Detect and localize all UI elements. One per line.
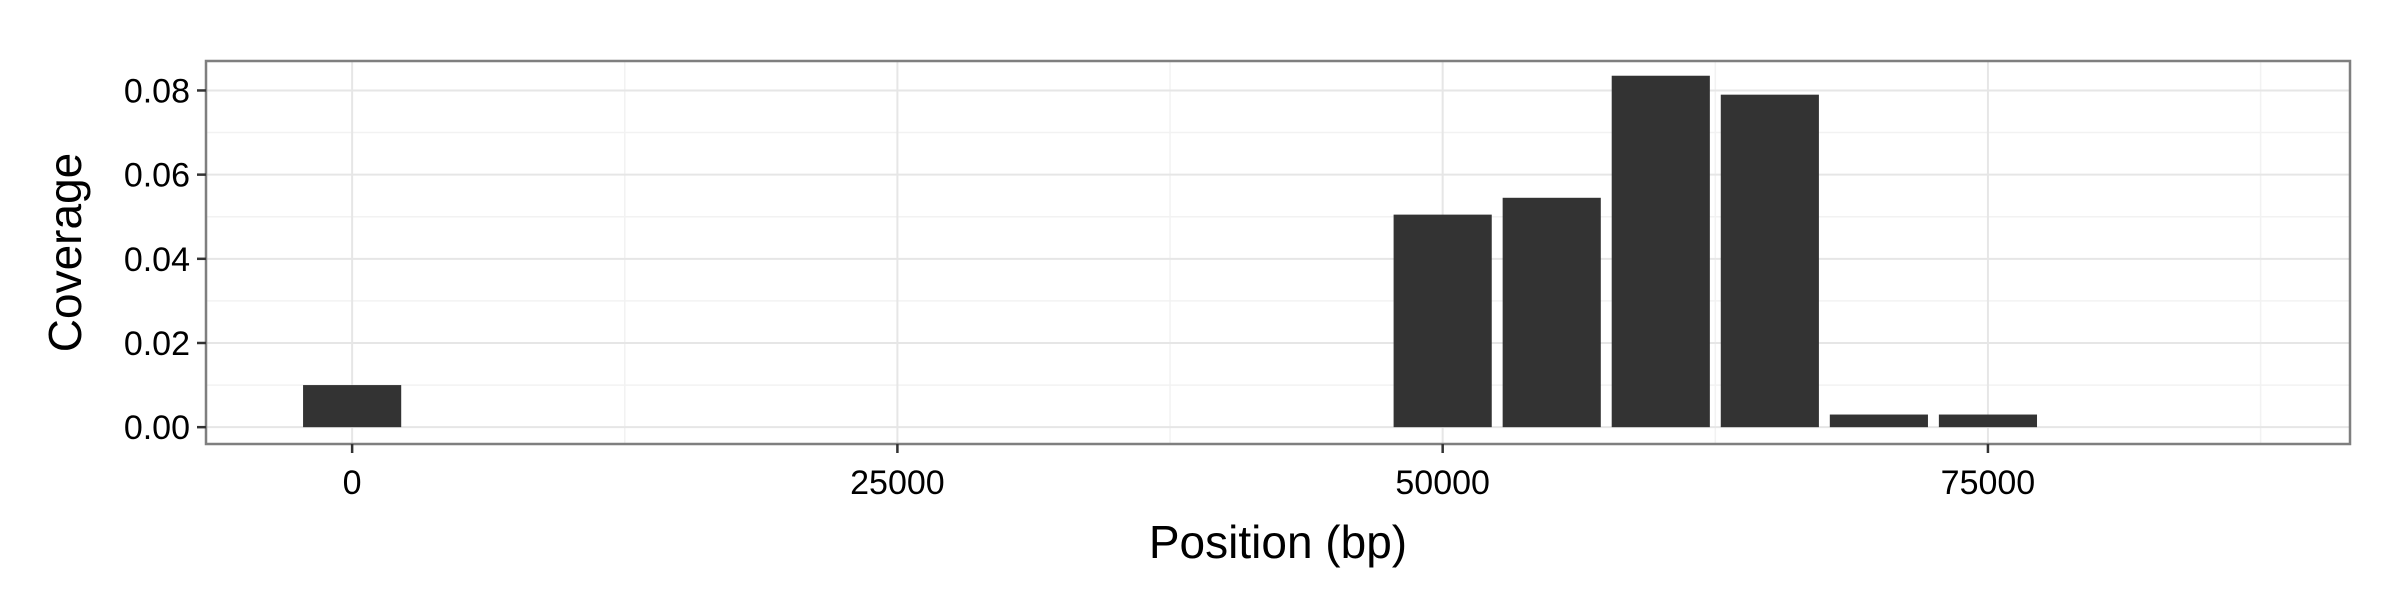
y-tick-label: 0.04 — [124, 241, 190, 279]
y-tick-label: 0.08 — [124, 72, 190, 110]
x-tick-label: 0 — [343, 464, 362, 502]
x-tick-label: 75000 — [1941, 464, 2036, 502]
y-tick-label: 0.00 — [124, 409, 190, 447]
bar-50000 — [1393, 214, 1492, 428]
y-axis: 0.00 0.02 0.04 0.06 0.08 — [124, 72, 206, 447]
bar-55000 — [1502, 197, 1601, 428]
y-tick-label: 0.06 — [124, 157, 190, 195]
panel-border — [204, 59, 2352, 446]
y-axis-title: Coverage — [39, 153, 91, 352]
x-axis: 0 25000 50000 75000 — [343, 444, 2036, 502]
bar-0 — [303, 385, 402, 428]
x-tick-label: 50000 — [1395, 464, 1490, 502]
bar-60000 — [1611, 75, 1710, 428]
bar-65000 — [1720, 94, 1819, 428]
y-tick-label: 0.02 — [124, 325, 190, 363]
grid-layer — [206, 61, 2350, 444]
x-axis-title: Position (bp) — [1149, 516, 1407, 568]
bar-75000 — [1938, 414, 2038, 428]
bars-layer — [303, 75, 2038, 428]
bar-70000 — [1829, 414, 1928, 428]
x-tick-label: 25000 — [850, 464, 945, 502]
